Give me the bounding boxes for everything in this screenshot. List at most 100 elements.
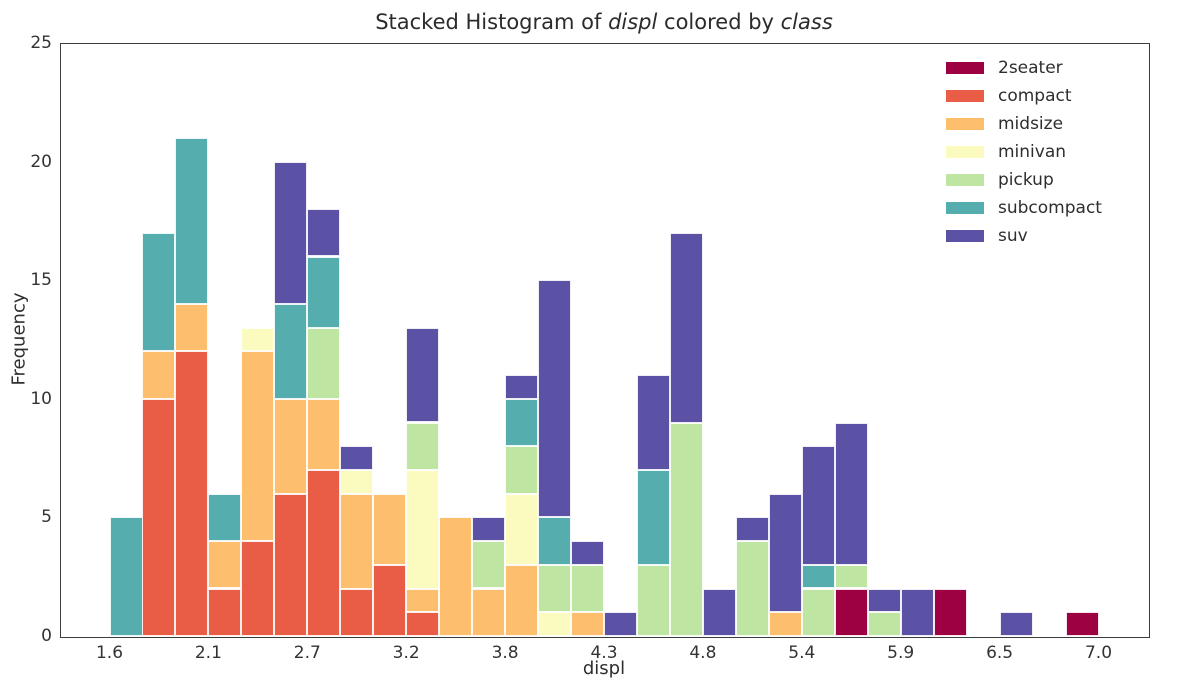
bar-segment-midsize	[571, 612, 604, 636]
legend-color-patch-compact	[946, 90, 984, 102]
legend-item-compact: compact	[946, 82, 1102, 110]
legend-color-patch-midsize	[946, 118, 984, 130]
chart-title-variable-class: class	[780, 10, 833, 34]
bar-segment-suv	[604, 612, 637, 636]
y-tick-label: 0	[41, 626, 52, 646]
legend-item-minivan: minivan	[946, 138, 1102, 166]
x-tick-label: 3.8	[491, 643, 519, 663]
bar-segment-minivan	[340, 470, 374, 494]
bar-segment-subcompact	[637, 470, 670, 565]
legend-label-subcompact: subcompact	[998, 198, 1102, 218]
bar-segment-compact	[208, 588, 242, 636]
bar-segment-midsize	[406, 588, 440, 613]
bar-segment-subcompact	[109, 517, 143, 636]
bar-segment-subcompact	[208, 493, 242, 542]
x-tick-label: 4.3	[590, 643, 618, 663]
bar-segment-minivan	[406, 470, 440, 589]
y-axis-label: Frequency	[8, 292, 30, 386]
bar-segment-2seater	[1065, 612, 1099, 636]
bar-segment-pickup	[735, 541, 769, 636]
x-tick-label: 3.2	[392, 643, 420, 663]
bar-segment-suv	[505, 375, 539, 399]
bar-segment-compact	[142, 398, 176, 636]
bar-segment-subcompact	[505, 398, 539, 447]
bar-segment-suv	[999, 612, 1033, 636]
bar-segment-pickup	[538, 564, 572, 613]
legend-label-compact: compact	[998, 86, 1072, 106]
bar-segment-compact	[175, 351, 209, 636]
legend-item-suv: suv	[946, 222, 1102, 250]
x-tick-label: 5.4	[788, 643, 816, 663]
legend-color-patch-subcompact	[946, 202, 984, 214]
legend-color-patch-pickup	[946, 174, 984, 186]
y-tick-label: 25	[30, 33, 52, 53]
legend-label-suv: suv	[998, 226, 1028, 246]
bar-segment-suv	[340, 446, 374, 470]
legend-label-pickup: pickup	[998, 170, 1054, 190]
bar-segment-suv	[735, 517, 769, 542]
bar-segment-midsize	[274, 398, 308, 494]
bar-segment-midsize	[373, 493, 407, 565]
legend-item-subcompact: subcompact	[946, 194, 1102, 222]
bar-segment-2seater	[933, 588, 967, 636]
x-tick-label: 5.9	[887, 643, 915, 663]
bar-segment-suv	[406, 327, 440, 423]
legend-item-2seater: 2seater	[946, 54, 1102, 82]
legend-label-midsize: midsize	[998, 114, 1064, 134]
x-tick-label: 7.0	[1084, 643, 1113, 663]
bar-segment-suv	[307, 209, 341, 257]
chart-title-variable-displ: displ	[608, 10, 658, 34]
bar-segment-pickup	[406, 422, 440, 470]
bar-segment-compact	[340, 588, 374, 636]
bar-segment-suv	[538, 280, 572, 518]
bar-segment-compact	[307, 470, 341, 636]
bar-segment-midsize	[505, 564, 539, 636]
bar-segment-pickup	[472, 541, 506, 589]
bar-segment-subcompact	[175, 137, 209, 304]
bar-segment-pickup	[669, 422, 703, 636]
bar-segment-2seater	[834, 588, 868, 636]
bar-segment-suv	[637, 375, 670, 470]
x-tick-label: 1.6	[95, 643, 124, 663]
y-tick-label: 5	[41, 507, 52, 528]
x-tick-label: 2.7	[293, 643, 321, 663]
legend-item-pickup: pickup	[946, 166, 1102, 194]
chart-title: Stacked Histogram of displ colored by cl…	[60, 10, 1148, 34]
bar-segment-suv	[801, 446, 835, 565]
legend-label-2seater: 2seater	[998, 58, 1063, 78]
bar-segment-midsize	[472, 588, 506, 636]
bar-segment-subcompact	[538, 517, 572, 565]
bar-segment-compact	[274, 493, 308, 636]
bar-segment-minivan	[538, 612, 572, 636]
x-tick-label: 4.8	[689, 643, 717, 663]
bar-segment-midsize	[175, 303, 209, 352]
bar-segment-midsize	[307, 398, 341, 470]
bar-segment-minivan	[241, 327, 275, 352]
bar-segment-suv	[571, 541, 604, 565]
bar-segment-subcompact	[142, 232, 176, 352]
bar-segment-suv	[900, 588, 934, 636]
bar-segment-midsize	[768, 612, 802, 636]
x-tick-label: 2.1	[194, 643, 222, 663]
chart-title-prefix: Stacked Histogram of	[375, 10, 609, 34]
bar-segment-pickup	[801, 588, 835, 636]
y-tick-label: 10	[30, 388, 52, 409]
bar-segment-suv	[472, 517, 506, 542]
legend-item-midsize: midsize	[946, 110, 1102, 138]
bar-segment-suv	[702, 588, 736, 636]
legend-color-patch-minivan	[946, 146, 984, 158]
bar-segment-subcompact	[307, 256, 341, 328]
bar-segment-minivan	[505, 493, 539, 565]
bar-segment-suv	[669, 232, 703, 423]
bar-segment-subcompact	[801, 564, 835, 589]
legend-color-patch-suv	[946, 230, 984, 242]
bar-segment-pickup	[867, 612, 901, 636]
x-axis-label: displ	[582, 658, 626, 679]
bar-segment-pickup	[834, 564, 868, 589]
bar-segment-midsize	[241, 351, 275, 542]
legend-color-patch-2seater	[946, 62, 984, 74]
bar-segment-suv	[768, 493, 802, 613]
bar-segment-pickup	[505, 446, 539, 494]
bar-segment-compact	[373, 564, 407, 636]
